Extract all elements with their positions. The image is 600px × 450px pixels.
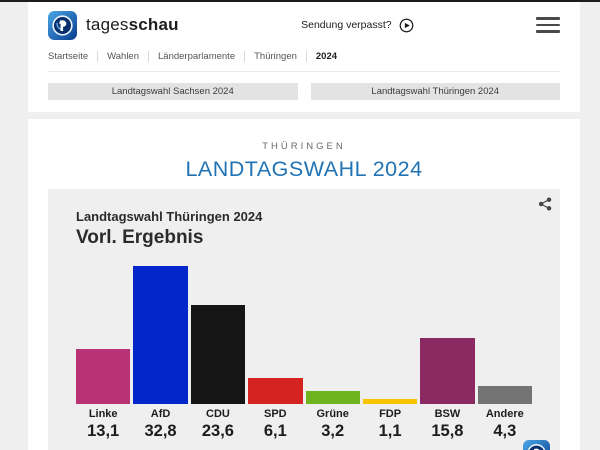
breadcrumb: Startseite Wahlen Länderparlamente Thüringe…: [48, 44, 560, 72]
chart-subtitle: Vorl. Ergebnis: [76, 227, 204, 248]
breadcrumb-item[interactable]: 2024: [305, 51, 346, 62]
header: tagesschau Sendung verpasst? Startseite W…: [28, 2, 580, 112]
party-name-label: AfD: [150, 408, 171, 420]
brand-wordmark: tagesschau: [86, 15, 179, 34]
top-border-line: [0, 0, 600, 2]
result-bar: [477, 386, 532, 404]
breadcrumb-item[interactable]: Wahlen: [97, 51, 148, 62]
party-column: Linke 13,1: [76, 266, 131, 440]
party-value-label: 13,1: [87, 422, 120, 440]
result-bar: [190, 305, 246, 404]
election-tab[interactable]: Landtagswahl Sachsen 2024: [48, 83, 298, 100]
result-bar: [248, 378, 303, 404]
party-value-label: 6,1: [263, 422, 287, 440]
breadcrumb-item[interactable]: Thüringen: [244, 51, 306, 62]
result-bar: [362, 399, 418, 404]
party-value-label: 15,8: [431, 422, 464, 440]
party-column: Grüne 3,2: [305, 266, 360, 440]
party-value-label: 4,3: [493, 422, 517, 440]
party-column: BSW 15,8: [420, 266, 475, 440]
bar-chart: Linke 13,1 AfD 32,8 CDU 23,6 SPD 6,1 Grüne 3,2 FDP…: [76, 266, 532, 440]
breadcrumb-item[interactable]: Startseite: [48, 51, 89, 62]
party-value-label: 32,8: [144, 422, 177, 440]
party-name-label: Grüne: [316, 408, 349, 420]
result-bar: [76, 349, 131, 404]
party-column: FDP 1,1: [362, 266, 418, 440]
tagesschau-globe-icon: [48, 10, 77, 40]
party-column: Andere 4,3: [477, 266, 532, 440]
party-column: AfD 32,8: [133, 266, 188, 440]
page-title: LANDTAGSWAHL 2024: [185, 157, 423, 181]
party-value-label: 1,1: [378, 422, 402, 440]
chart-title: Landtagswahl Thüringen 2024: [76, 209, 263, 224]
party-name-label: SPD: [264, 408, 287, 420]
party-name-label: Linke: [88, 408, 118, 420]
main-content: THÜRINGEN LANDTAGSWAHL 2024 Landtagswahl…: [28, 119, 580, 450]
party-name-label: CDU: [206, 408, 230, 420]
sendung-verpasst-link[interactable]: Sendung verpasst?: [301, 19, 392, 31]
party-name-label: BSW: [434, 408, 461, 420]
party-value-label: 3,2: [321, 422, 345, 440]
party-column: SPD 6,1: [248, 266, 303, 440]
party-name-label: Andere: [485, 408, 524, 420]
tagesschau-logo-home-link[interactable]: tagesschau: [48, 10, 179, 40]
menu-hamburger-icon[interactable]: [536, 15, 560, 34]
election-tabs: Landtagswahl Sachsen 2024 Landtagswahl Th…: [48, 72, 560, 112]
results-chart-panel: Landtagswahl Thüringen 2024 Vorl. Ergebn…: [48, 189, 560, 450]
election-tab[interactable]: Landtagswahl Thüringen 2024: [310, 83, 560, 100]
result-bar: [133, 266, 188, 404]
result-bar: [305, 391, 360, 404]
result-bar: [420, 338, 475, 404]
party-value-label: 23,6: [201, 422, 234, 440]
breadcrumb-item[interactable]: Länderparlamente: [148, 51, 244, 62]
tagesschau-watermark-icon: [523, 440, 550, 450]
party-column: CDU 23,6: [190, 266, 246, 440]
party-name-label: FDP: [379, 408, 402, 420]
share-icon[interactable]: [536, 195, 554, 213]
play-icon[interactable]: [399, 18, 414, 33]
page-kicker: THÜRINGEN: [262, 141, 346, 152]
